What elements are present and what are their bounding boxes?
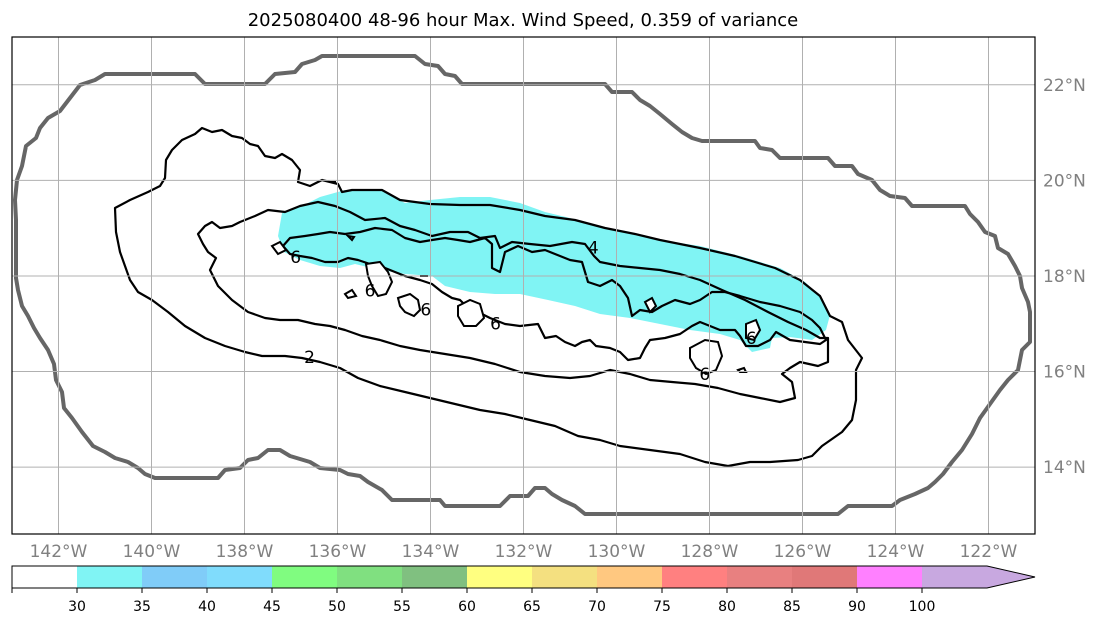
colorbar-bin	[77, 566, 142, 588]
plot-frame	[11, 36, 1036, 535]
contour-6-island	[643, 296, 658, 314]
longitude-tick-label: 142°W	[30, 542, 88, 562]
colorbar-bin	[922, 566, 987, 588]
colorbar-tick-label: 70	[588, 599, 606, 615]
colorbar-tick-label: 60	[458, 599, 476, 615]
colorbar-outline	[11, 565, 1036, 589]
contour-6-island	[270, 240, 288, 256]
latitude-labels: 14°N 16°N 18°N 20°N 22°N	[1043, 76, 1086, 478]
colorbar-tick-label: 55	[393, 599, 411, 615]
colorbar-bin	[597, 566, 662, 588]
contour-labels: 2 4 6 6 6 6 6 6	[290, 238, 757, 385]
colorbar-tick-label: 75	[653, 599, 671, 615]
colorbar-tick-label: 30	[68, 599, 86, 615]
longitude-tick-label: 132°W	[495, 542, 553, 562]
colorbar-bin	[532, 566, 597, 588]
contour-6-island	[343, 288, 358, 300]
latitude-tick-label: 22°N	[1043, 76, 1086, 96]
contour-6	[281, 226, 828, 362]
colorbar-bin	[467, 566, 532, 588]
contour-label: 6	[365, 281, 376, 301]
longitude-tick-label: 128°W	[681, 542, 739, 562]
colorbar-bin	[12, 566, 77, 588]
gridlines	[12, 37, 1035, 534]
contour-4	[196, 200, 830, 404]
contour-6-island	[745, 318, 762, 342]
colorbar-tick-label: 65	[523, 599, 541, 615]
longitude-tick-label: 122°W	[960, 542, 1018, 562]
contour-label: 6	[290, 248, 301, 268]
colorbar-tick-label: 80	[718, 599, 736, 615]
contour-2	[113, 126, 864, 468]
outer-boundary-contour	[13, 54, 1032, 516]
latitude-tick-label: 18°N	[1043, 267, 1086, 287]
longitude-tick-label: 126°W	[774, 542, 832, 562]
contour-label: 4	[588, 238, 599, 258]
longitude-tick-label: 130°W	[588, 542, 646, 562]
contour-6-island	[396, 292, 422, 318]
contour-6-island	[345, 234, 356, 242]
contour-label: 6	[420, 300, 431, 320]
latitude-tick-label: 16°N	[1043, 363, 1086, 383]
colorbar-bin	[662, 566, 727, 588]
longitude-tick-label: 136°W	[309, 542, 367, 562]
contour-label: 6	[490, 315, 501, 335]
longitude-tick-label: 138°W	[216, 542, 274, 562]
colorbar-bin	[207, 566, 272, 588]
colorbar: 30 35 40 45 50 55 60 65 70 75 80 85 90 100	[11, 565, 1036, 615]
longitude-tick-label: 134°W	[402, 542, 460, 562]
colorbar-tick-label: 35	[133, 599, 151, 615]
colorbar-bin	[337, 566, 402, 588]
longitude-tick-label: 124°W	[867, 542, 925, 562]
colorbar-bin	[727, 566, 792, 588]
colorbar-bin	[142, 566, 207, 588]
colorbar-bin	[857, 566, 922, 588]
colorbar-bin	[792, 566, 857, 588]
colorbar-tick-label: 85	[783, 599, 801, 615]
longitude-tick-label: 140°W	[123, 542, 181, 562]
contour-6-island	[457, 298, 486, 327]
colorbar-bin	[402, 566, 467, 588]
contour-6-island	[364, 260, 394, 298]
map-title: 2025080400 48-96 hour Max. Wind Speed, 0…	[248, 10, 799, 31]
latitude-tick-label: 14°N	[1043, 458, 1086, 478]
colorbar-tick-label: 90	[848, 599, 866, 615]
colorbar-tick-label: 50	[328, 599, 346, 615]
contour-label: 6	[699, 365, 710, 385]
colorbar-tick-label: 40	[198, 599, 216, 615]
contour-label: 2	[304, 348, 315, 368]
colorbar-bin	[272, 566, 337, 588]
contour-label: 6	[746, 329, 757, 349]
map-layers: 2 4 6 6 6 6 6 6	[12, 37, 1035, 534]
colorbar-tick-label: 45	[263, 599, 281, 615]
longitude-labels: 142°W 140°W 138°W 136°W 134°W 132°W 130°W 128°W…	[30, 542, 1018, 562]
colorbar-extension	[987, 566, 1035, 588]
latitude-tick-label: 20°N	[1043, 171, 1086, 191]
colorbar-tick-label: 100	[909, 599, 936, 615]
